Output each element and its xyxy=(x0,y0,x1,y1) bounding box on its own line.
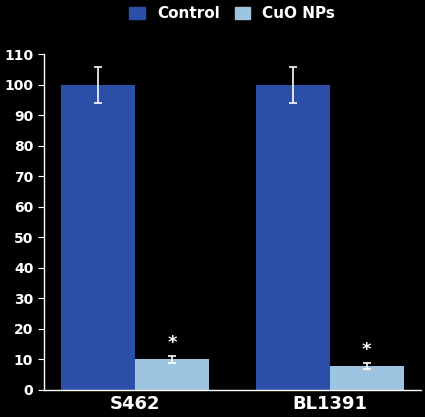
Bar xyxy=(256,85,330,390)
Text: *: * xyxy=(362,341,371,359)
Legend: Control, CuO NPs: Control, CuO NPs xyxy=(125,2,340,26)
Bar xyxy=(135,359,209,390)
Bar xyxy=(330,366,404,390)
Bar xyxy=(61,85,135,390)
Text: *: * xyxy=(167,334,177,352)
